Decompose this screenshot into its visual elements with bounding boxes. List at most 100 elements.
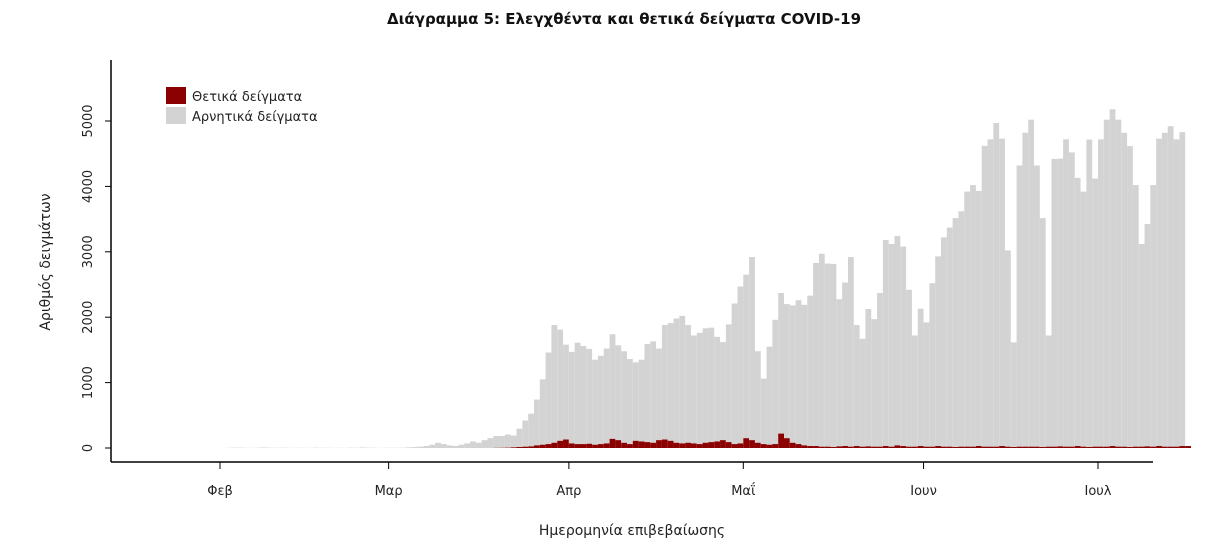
bar-negative <box>586 348 593 444</box>
bar-negative <box>702 328 709 443</box>
x-tick-label: Μαΐ <box>731 483 756 499</box>
bar-positive <box>557 440 564 448</box>
bar-negative <box>725 324 732 443</box>
bar-negative <box>760 378 767 445</box>
bar-negative <box>929 283 936 447</box>
bar-positive <box>690 443 697 448</box>
bar-positive <box>871 446 878 448</box>
bar-negative <box>528 413 534 447</box>
bar-negative <box>894 236 901 446</box>
bar-negative <box>464 443 471 448</box>
bar-negative <box>778 293 785 434</box>
bar-positive <box>964 446 971 448</box>
bar-negative <box>737 286 744 444</box>
bar-positive <box>1074 446 1081 448</box>
bar-negative <box>906 289 912 447</box>
bar-negative <box>1161 132 1168 447</box>
bar-negative <box>667 323 674 441</box>
bar-negative <box>696 332 703 445</box>
bar-negative <box>987 139 994 447</box>
bar-negative <box>877 293 883 447</box>
bar-positive <box>632 440 639 448</box>
bar-positive <box>656 440 662 448</box>
legend-label-positive: Θετικά δείγματα <box>192 90 302 105</box>
bar-negative <box>411 447 418 448</box>
bar-positive <box>1161 446 1168 448</box>
bar-positive <box>946 446 953 448</box>
bar-positive <box>1051 446 1058 448</box>
bar-positive <box>533 445 540 448</box>
bar-negative <box>533 399 540 446</box>
bar-negative <box>842 282 848 447</box>
bar-negative <box>615 345 622 441</box>
bar-negative <box>574 342 581 445</box>
bar-positive <box>627 444 633 448</box>
y-tick-label: 0 <box>81 444 96 452</box>
bar-positive <box>760 444 767 448</box>
bar-positive <box>981 446 988 448</box>
bar-positive <box>661 439 668 448</box>
bar-negative <box>551 325 558 443</box>
bar-positive <box>888 446 895 448</box>
bar-positive <box>685 442 691 448</box>
bar-negative <box>499 436 505 448</box>
bar-negative <box>557 329 564 441</box>
bar-positive <box>917 446 924 448</box>
bar-positive <box>749 440 755 448</box>
bar-negative <box>1127 146 1133 448</box>
bar-positive <box>1039 447 1046 448</box>
bar-negative <box>1080 191 1087 447</box>
bar-negative <box>1144 224 1151 447</box>
bar-negative <box>423 446 430 448</box>
bar-positive <box>911 446 918 448</box>
bar-positive <box>1115 446 1122 448</box>
bar-negative <box>1156 138 1162 447</box>
bar-positive <box>958 446 965 448</box>
bar-negative <box>859 338 866 447</box>
bar-positive <box>830 447 837 448</box>
bar-positive <box>789 442 796 448</box>
bar-negative <box>882 240 889 447</box>
bar-positive <box>929 446 936 448</box>
bar-positive <box>935 446 941 448</box>
bar-negative <box>731 303 738 445</box>
bar-negative <box>836 299 843 447</box>
bar-negative <box>1016 165 1023 447</box>
bar-negative <box>888 243 895 447</box>
bar-positive <box>1121 446 1128 448</box>
x-tick-label: Ιουλ <box>1084 484 1111 499</box>
bar-positive <box>1127 447 1133 448</box>
y-tick-label: 4000 <box>81 170 96 203</box>
bar-negative <box>621 351 628 443</box>
bar-positive <box>1010 447 1017 448</box>
bar-positive <box>900 446 907 448</box>
bar-positive <box>970 446 976 448</box>
bar-negative <box>690 335 697 444</box>
bar-positive <box>743 438 750 448</box>
bar-negative <box>1179 132 1186 447</box>
bar-positive <box>696 444 703 448</box>
bar-positive <box>859 446 866 448</box>
bar-positive <box>1098 446 1104 448</box>
y-axis-label: Αριθμός δειγμάτων <box>38 193 54 330</box>
bar-negative <box>435 442 441 448</box>
bar-positive <box>714 441 721 448</box>
bar-negative <box>627 359 633 445</box>
bar-negative <box>493 436 500 448</box>
bar-negative <box>871 319 878 447</box>
bar-positive <box>679 443 686 448</box>
bar-positive <box>824 446 831 448</box>
bar-positive <box>1138 446 1145 448</box>
y-tick-label: 2000 <box>81 301 96 334</box>
bar-negative <box>452 446 459 448</box>
bar-positive <box>1179 446 1186 448</box>
bar-positive <box>580 444 587 448</box>
bar-negative <box>568 351 575 444</box>
bar-negative <box>417 446 424 448</box>
bar-positive <box>568 443 575 448</box>
bar-negative <box>1138 243 1145 447</box>
bar-negative <box>504 434 511 448</box>
bar-positive <box>1057 446 1064 448</box>
bar-negative <box>952 218 959 448</box>
bar-positive <box>1034 446 1040 448</box>
